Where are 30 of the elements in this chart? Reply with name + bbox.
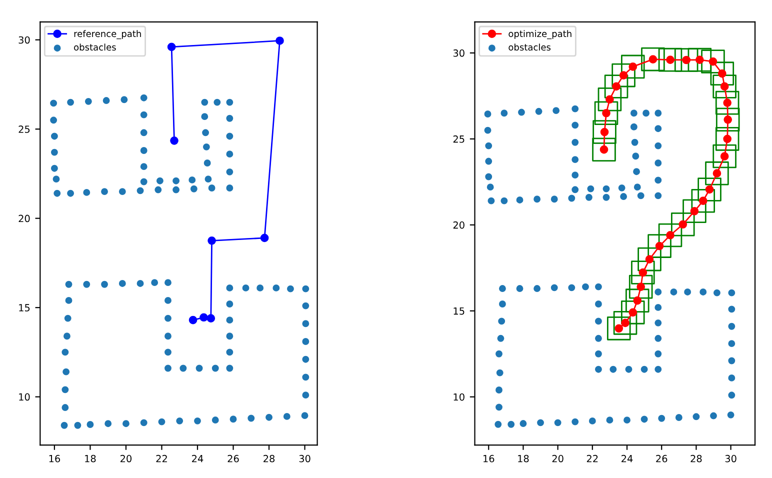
y-tick-label: 10 [454, 393, 464, 401]
x-tick-label: 26 [228, 454, 239, 462]
x-tick-label: 20 [552, 454, 564, 462]
legend-label: obstacles [74, 44, 116, 51]
y-tick-label: 30 [18, 36, 30, 44]
x-tick-label: 28 [264, 454, 275, 462]
x-tick-label: 24 [622, 454, 633, 462]
legend-label: optimize_path [508, 30, 572, 40]
y-tick-label: 20 [453, 221, 464, 229]
x-tick-label: 22 [156, 454, 167, 462]
y-tick-label: 25 [453, 135, 464, 143]
x-tick-label: 22 [586, 454, 598, 462]
y-tick-label: 10 [19, 393, 30, 401]
y-tick-label: 20 [18, 214, 30, 222]
x-tick-label: 26 [656, 454, 668, 462]
y-tick-label: 30 [453, 49, 464, 57]
x-tick-label: 30 [299, 454, 310, 462]
y-tick-label: 15 [19, 304, 30, 312]
x-tick-label: 16 [49, 454, 60, 462]
x-tick-label: 18 [85, 454, 96, 462]
x-tick-label: 24 [192, 454, 204, 462]
x-tick-label: 30 [725, 454, 736, 462]
y-tick-label: 25 [18, 126, 30, 133]
x-tick-label: 20 [120, 454, 132, 462]
legend-label: obstacles [508, 44, 550, 51]
y-tick-label: 15 [454, 307, 464, 315]
legend-label: reference_path [74, 30, 141, 40]
x-tick-label: 18 [518, 454, 529, 462]
x-tick-label: 28 [690, 454, 702, 462]
x-tick-label: 16 [484, 454, 494, 462]
